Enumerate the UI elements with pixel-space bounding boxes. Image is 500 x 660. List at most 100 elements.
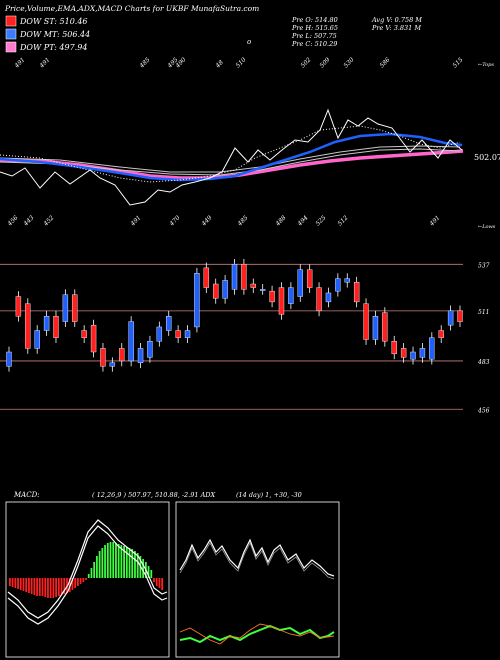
top-tick-label: 491 — [38, 56, 52, 70]
lows-label: ←Lows — [478, 224, 496, 230]
bottom-tick-label: 494 — [296, 214, 310, 228]
bottom-tick-label: 491 — [428, 214, 442, 228]
stat-left: Pre C: 510.29 — [291, 40, 337, 48]
top-tick-label: 515 — [451, 56, 464, 69]
ema-short-line — [0, 132, 463, 182]
bottom-tick-text: 488 — [274, 214, 288, 228]
adx-minus-di-line — [179, 623, 335, 645]
bottom-tick-label: 525 — [314, 214, 327, 227]
candle-body — [213, 283, 219, 299]
macd-histogram-bar — [60, 578, 63, 595]
legend-label: DOW PT: 497.94 — [19, 43, 87, 52]
candle-body — [81, 330, 87, 338]
candle-body — [137, 348, 144, 363]
ema-dotted-line — [0, 125, 461, 183]
adx-params: (14 day) 1, +30, -30 — [236, 491, 302, 499]
macd-histogram-bar — [112, 542, 115, 578]
top-tick-text: 509 — [318, 56, 331, 69]
macd-histogram-bar — [55, 578, 57, 597]
top-tick-label: 586 — [378, 56, 391, 69]
top-tick-text: 530 — [342, 56, 355, 69]
macd-histogram-bar — [33, 578, 36, 595]
candle-body — [90, 324, 97, 353]
macd-histogram-bar — [71, 578, 74, 590]
current-value-label: 502.07 — [474, 153, 500, 162]
candle-body — [100, 348, 106, 367]
candle-body — [62, 294, 69, 322]
candle-body — [34, 330, 40, 349]
candle-body — [6, 351, 12, 367]
macd-histogram-bar — [68, 578, 71, 592]
candle-body — [269, 290, 275, 303]
macd-histogram-bar — [123, 546, 125, 578]
stat-right: Pre V: 3.831 M — [371, 24, 421, 32]
candle-body — [447, 310, 454, 326]
candle-body — [166, 316, 172, 331]
candle-body — [128, 321, 134, 362]
candle-body — [306, 269, 313, 288]
macd-histogram-bar — [82, 578, 85, 582]
top-tick-text: 510 — [234, 56, 247, 69]
candle-body — [15, 296, 22, 317]
macd-histogram-bar — [131, 549, 134, 578]
candle-body — [363, 303, 369, 340]
bottom-tick-label: 488 — [274, 214, 288, 228]
macd-histogram-bar — [38, 578, 41, 596]
macd-histogram-bar — [90, 568, 93, 578]
bottom-tick-text: 525 — [314, 214, 327, 227]
macd-histogram-bar — [104, 545, 106, 578]
chart-title: Price,Volume,EMA,ADX,MACD Charts for UKB… — [4, 4, 259, 13]
bottom-tick-text: 491 — [129, 214, 143, 228]
macd-panel: MACD: ( 12,26,9 ) 507.97, 510.88, -2.91 A… — [5, 491, 215, 658]
candle-body — [288, 287, 294, 304]
macd-histogram-bar — [161, 578, 164, 590]
macd-histogram-bar — [125, 547, 128, 578]
macd-histogram-bar — [85, 578, 87, 580]
candle-body — [231, 264, 238, 290]
macd-histogram-bar — [98, 551, 101, 578]
stat-left: Pre L: 507.75 — [291, 32, 337, 40]
candle-body — [250, 283, 256, 288]
tops-label: ←Tops — [478, 62, 494, 68]
legend-swatch — [5, 41, 17, 53]
top-tick-label: 502 — [299, 56, 312, 69]
macd-histogram-bar — [14, 578, 17, 588]
bottom-tick-label: 491 — [129, 214, 143, 228]
candle-body — [372, 316, 379, 340]
candle-body — [353, 282, 360, 303]
macd-histogram-bar — [36, 578, 38, 596]
macd-histogram-bar — [134, 551, 136, 578]
adx-main-line — [179, 538, 335, 577]
candle-body — [344, 278, 350, 283]
macd-histogram-bar — [147, 566, 150, 578]
bottom-tick-text: 449 — [200, 214, 214, 228]
legend-swatch — [5, 28, 17, 40]
macd-histogram-bar — [11, 578, 14, 587]
macd-histogram-bar — [101, 548, 104, 578]
top-tick-label: 491 — [13, 56, 27, 70]
bottom-tick-label: 456 — [6, 214, 20, 228]
ema-mid-line-2 — [0, 148, 461, 176]
legend-label: DOW ST: 510.46 — [19, 17, 88, 26]
candle-body — [259, 289, 266, 291]
macd-frame — [5, 501, 170, 658]
candle-body — [175, 330, 181, 338]
macd-histogram-bar — [30, 578, 33, 594]
top-tick-label: 530 — [342, 56, 355, 69]
candle-body — [325, 292, 332, 303]
top-tick-text: 502 — [299, 56, 312, 69]
top-tick-text: 515 — [451, 56, 464, 69]
candle-body — [25, 303, 31, 349]
macd-histogram-bar — [128, 548, 131, 578]
level-label: 483 — [477, 359, 490, 366]
macd-histogram-bar — [150, 570, 153, 578]
macd-histogram-bar — [52, 578, 55, 598]
macd-histogram-bar — [120, 545, 123, 578]
stat-left: Pre O: 514.80 — [291, 16, 338, 24]
bottom-tick-text: 485 — [236, 214, 250, 228]
candle-body — [278, 287, 285, 315]
macd-histogram-bar — [136, 553, 139, 578]
macd-line — [7, 519, 168, 619]
